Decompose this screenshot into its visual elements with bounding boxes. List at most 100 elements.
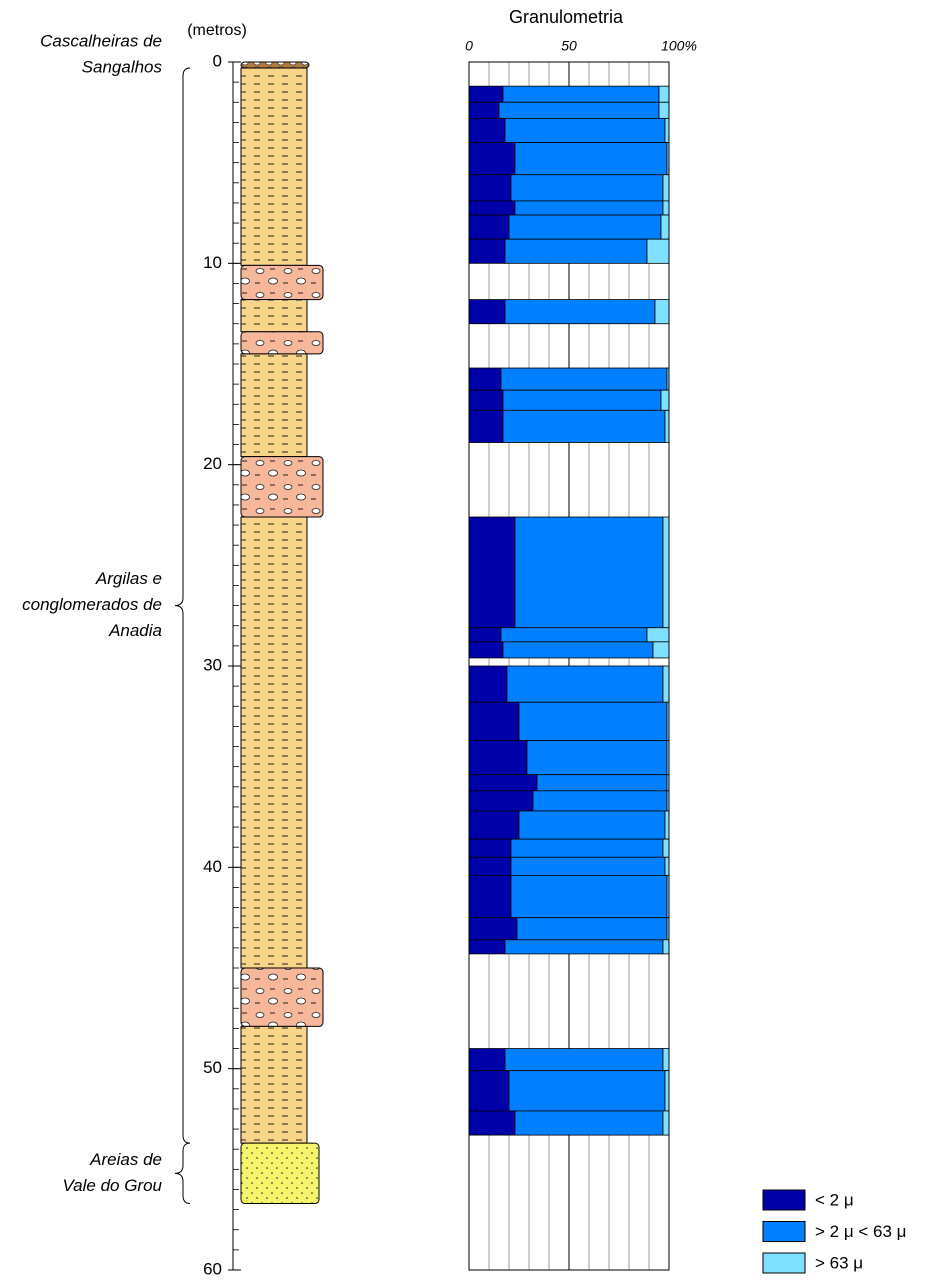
x-tick-label: 50 xyxy=(561,38,577,54)
bar-segment xyxy=(664,1070,670,1112)
x-tick-label: 100% xyxy=(661,38,697,54)
lithology-layer xyxy=(240,299,308,333)
bar-segment xyxy=(516,917,668,941)
legend-swatch xyxy=(762,1252,806,1274)
legend-label: > 2 μ < 63 μ xyxy=(815,1222,906,1241)
depth-tick-label: 20 xyxy=(203,454,222,473)
depth-tick-label: 10 xyxy=(203,253,222,272)
bar-segment xyxy=(468,665,508,703)
lithology-layer xyxy=(240,967,324,1027)
bar-segment xyxy=(510,174,664,202)
bar-segment xyxy=(468,641,504,659)
depth-tick-label: 0 xyxy=(213,51,222,70)
bar-segment xyxy=(468,389,504,411)
bar-segment xyxy=(510,838,664,858)
formation-label: Sangalhos xyxy=(82,57,163,76)
bar-segment xyxy=(514,1110,664,1136)
bar-segment xyxy=(468,1070,510,1112)
chart-title: Granulometria xyxy=(509,7,624,27)
bar-segment xyxy=(468,516,516,629)
bar-segment xyxy=(518,701,668,741)
bar-segment xyxy=(504,939,664,955)
bar-segment xyxy=(660,389,670,411)
lithology-layer xyxy=(240,67,308,266)
bar-segment xyxy=(664,810,670,840)
bar-segment xyxy=(662,1048,670,1072)
bar-segment xyxy=(510,856,666,876)
bar-segment xyxy=(468,214,510,240)
bar-segment xyxy=(654,299,670,325)
bar-segment xyxy=(468,200,516,216)
bar-segment xyxy=(508,1070,666,1112)
formation-brace xyxy=(174,67,191,1144)
depth-tick-label: 60 xyxy=(203,1259,222,1278)
bar-segment xyxy=(504,299,656,325)
formation-brace xyxy=(174,1142,191,1205)
bar-segment xyxy=(662,174,670,202)
bar-segment xyxy=(468,874,512,919)
bar-segment xyxy=(514,516,664,629)
bar-segment xyxy=(468,1048,506,1072)
bar-segment xyxy=(646,627,670,643)
lithology-layer xyxy=(240,61,310,69)
bar-segment xyxy=(536,774,668,792)
bar-segment xyxy=(468,238,506,264)
bar-segment xyxy=(502,409,666,443)
legend-swatch xyxy=(762,1221,806,1242)
bar-segment xyxy=(658,101,670,119)
bar-segment xyxy=(652,641,670,659)
depth-tick-label: 30 xyxy=(203,655,222,674)
bar-segment xyxy=(502,641,654,659)
bar-segment xyxy=(658,85,670,103)
bar-segment xyxy=(662,665,670,703)
bar-segment xyxy=(500,627,648,643)
lithology-layer xyxy=(240,353,308,458)
bar-segment xyxy=(664,117,670,143)
bar-segment xyxy=(468,627,502,643)
bar-segment xyxy=(468,174,512,202)
bar-segment xyxy=(468,939,506,955)
bar-segment xyxy=(664,409,670,443)
bar-segment xyxy=(518,810,666,840)
formation-label: Cascalheiras de xyxy=(40,31,162,50)
bar-segment xyxy=(468,117,506,143)
bar-segment xyxy=(506,665,664,703)
formation-label: Areias de xyxy=(89,1150,162,1169)
formation-label: Anadia xyxy=(108,621,162,640)
bar-segment xyxy=(468,101,500,119)
bar-segment xyxy=(502,389,662,411)
bar-segment xyxy=(664,856,670,876)
bar-segment xyxy=(468,856,512,876)
bar-segment xyxy=(468,701,520,741)
bar-segment xyxy=(468,1110,516,1136)
plot-border xyxy=(468,61,670,1271)
bar-segment xyxy=(468,774,538,792)
bar-segment xyxy=(514,142,668,176)
bar-segment xyxy=(468,142,516,176)
bar-segment xyxy=(514,200,664,216)
legend-swatch xyxy=(762,1189,806,1211)
bar-segment xyxy=(468,790,534,812)
bar-segment xyxy=(468,810,520,840)
bar-segment xyxy=(468,85,504,103)
lithology-layer xyxy=(240,331,324,355)
legend-label: > 63 μ xyxy=(815,1253,863,1272)
bar-segment xyxy=(510,874,668,919)
lithology-layer xyxy=(240,1025,308,1144)
bar-segment xyxy=(662,838,670,858)
bar-segment xyxy=(508,214,662,240)
bar-segment xyxy=(468,838,512,858)
bar-segment xyxy=(662,1110,670,1136)
lithology-layer xyxy=(240,516,308,969)
legend-label: < 2 μ xyxy=(815,1190,854,1209)
bar-segment xyxy=(532,790,668,812)
bar-segment xyxy=(468,409,504,443)
formation-label: conglomerados de xyxy=(22,595,162,614)
lithology-layer xyxy=(240,456,324,518)
depth-tick-label: 50 xyxy=(203,1058,222,1077)
bar-segment xyxy=(468,740,528,776)
bar-segment xyxy=(646,238,670,264)
bar-segment xyxy=(662,939,670,955)
bar-segment xyxy=(504,238,648,264)
